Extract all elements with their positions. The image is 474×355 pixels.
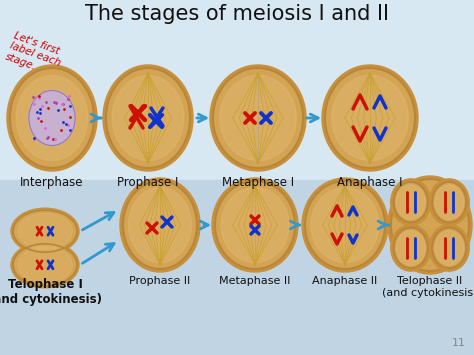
Ellipse shape xyxy=(215,181,295,269)
Ellipse shape xyxy=(10,68,94,168)
Text: Metaphase II: Metaphase II xyxy=(219,276,291,286)
Ellipse shape xyxy=(103,65,193,171)
Ellipse shape xyxy=(325,68,415,168)
Ellipse shape xyxy=(128,187,191,262)
Ellipse shape xyxy=(302,178,388,272)
Ellipse shape xyxy=(391,225,431,271)
Ellipse shape xyxy=(13,210,77,252)
Text: Metaphase I: Metaphase I xyxy=(222,176,294,189)
Ellipse shape xyxy=(120,178,200,272)
Ellipse shape xyxy=(388,176,472,274)
Text: Prophase II: Prophase II xyxy=(129,276,191,286)
Ellipse shape xyxy=(213,68,303,168)
Ellipse shape xyxy=(394,182,428,222)
Ellipse shape xyxy=(396,185,425,219)
Ellipse shape xyxy=(435,185,464,219)
Text: Let's first
label each
stage.: Let's first label each stage. xyxy=(4,30,65,80)
Ellipse shape xyxy=(322,65,418,171)
Ellipse shape xyxy=(220,76,296,160)
Text: Telophase I
(and cytokinesis): Telophase I (and cytokinesis) xyxy=(0,278,102,306)
Ellipse shape xyxy=(112,76,184,160)
Ellipse shape xyxy=(432,182,466,222)
Ellipse shape xyxy=(394,228,428,268)
Bar xyxy=(0,180,474,355)
Ellipse shape xyxy=(305,181,385,269)
Ellipse shape xyxy=(332,76,408,160)
Bar xyxy=(0,0,474,180)
Ellipse shape xyxy=(311,187,379,262)
Ellipse shape xyxy=(13,244,77,286)
Ellipse shape xyxy=(18,247,72,283)
Text: Telophase II
(and cytokinesis): Telophase II (and cytokinesis) xyxy=(382,276,474,297)
Text: Prophase I: Prophase I xyxy=(117,176,179,189)
Ellipse shape xyxy=(435,231,464,265)
Text: 11: 11 xyxy=(452,338,466,348)
Ellipse shape xyxy=(210,65,306,171)
Ellipse shape xyxy=(11,242,79,288)
Ellipse shape xyxy=(7,65,97,171)
Ellipse shape xyxy=(429,179,469,225)
Ellipse shape xyxy=(391,179,431,225)
Ellipse shape xyxy=(391,179,469,271)
Text: The stages of meiosis I and II: The stages of meiosis I and II xyxy=(85,4,389,24)
Text: Anaphase I: Anaphase I xyxy=(337,176,403,189)
Ellipse shape xyxy=(29,91,75,146)
Ellipse shape xyxy=(123,181,197,269)
Ellipse shape xyxy=(106,68,190,168)
Ellipse shape xyxy=(221,187,289,262)
Ellipse shape xyxy=(18,213,72,249)
Ellipse shape xyxy=(429,225,469,271)
Ellipse shape xyxy=(11,208,79,254)
Ellipse shape xyxy=(396,231,425,265)
Text: Anaphase II: Anaphase II xyxy=(312,276,378,286)
Ellipse shape xyxy=(212,178,298,272)
Ellipse shape xyxy=(432,228,466,268)
Text: Interphase: Interphase xyxy=(20,176,84,189)
Ellipse shape xyxy=(16,76,88,160)
